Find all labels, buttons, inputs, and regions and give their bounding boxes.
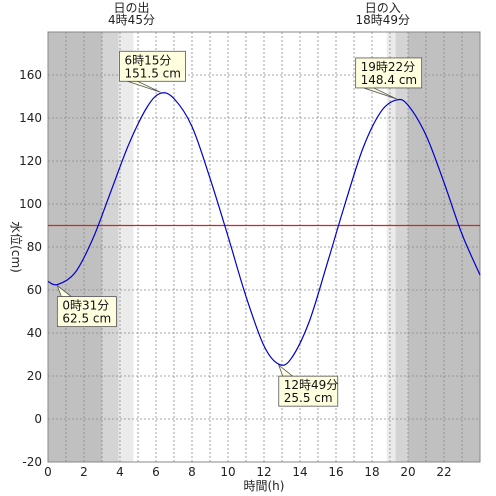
y-tick-labels: -20 0 20 40 60 80 100 120 140 160 [19,68,42,469]
y-tick-label: 40 [27,326,42,340]
y-tick-label: 100 [19,197,42,211]
callout-box [278,375,339,407]
y-tick-label: 160 [19,68,42,82]
sunrise-label: 日の出 [113,1,149,15]
x-tick-labels: 0 2 4 6 8 10 12 14 16 18 20 22 [44,465,451,479]
tide-line [47,92,481,366]
callout-box [355,57,423,89]
x-tick-label: 18 [364,465,379,479]
twilight-band-morning-dark [102,32,119,462]
x-tick-label: 6 [152,465,160,479]
x-tick-label: 0 [44,465,52,479]
twilight-band-morning-light [118,32,134,462]
y-tick-label: 60 [27,283,42,297]
y-tick-label: 20 [27,369,42,383]
x-tick-label: 16 [328,465,343,479]
callout-time: 0時31分 [62,299,109,313]
callout-time: 6時15分 [125,53,172,67]
callout-time: 19時22分 [361,60,416,74]
callout-level: 25.5 cm [284,391,333,405]
callout-level: 148.4 cm [361,73,417,87]
x-tick-label: 14 [292,465,307,479]
y-tick-label: -20 [22,455,42,469]
callout-level: 151.5 cm [125,66,181,80]
x-axis-label: 時間(h) [244,479,285,493]
sunset-time: 18時49分 [355,13,410,27]
x-tick-label: 20 [400,465,415,479]
sunrise-time: 4時45分 [108,13,155,27]
x-tick-label: 2 [80,465,88,479]
y-tick-label: 140 [19,111,42,125]
y-axis-label: 水位(cm) [9,221,24,273]
callout-level: 62.5 cm [62,312,111,326]
callout-box [119,50,186,82]
y-tick-label: 0 [34,412,42,426]
x-tick-label: 8 [188,465,196,479]
plot-frame [47,31,481,463]
sunset-label: 日の入 [365,1,401,15]
x-tick-label: 22 [436,465,451,479]
y-tick-label: 80 [27,240,42,254]
callout-box [56,296,117,328]
x-tick-label: 4 [116,465,124,479]
x-tick-label: 10 [220,465,235,479]
y-tick-label: 120 [19,154,42,168]
tide-line-group [47,92,481,366]
twilight-band-evening-light [386,32,396,462]
x-tick-label: 12 [256,465,271,479]
sun-labels: 日の出 4時45分 日の入 18時49分 [108,1,410,27]
callout-time: 12時49分 [284,378,339,392]
